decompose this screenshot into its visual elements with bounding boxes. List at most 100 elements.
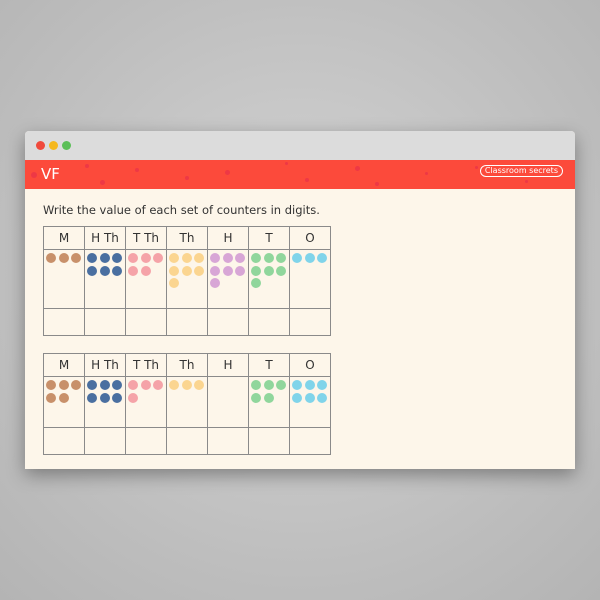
- counter-cell: [289, 249, 331, 309]
- answer-cell[interactable]: [43, 427, 85, 455]
- column-header: H Th: [84, 226, 126, 250]
- counter: [194, 253, 204, 263]
- counter-cell: [84, 376, 126, 428]
- answer-cell[interactable]: [125, 427, 167, 455]
- counter-cell: [125, 376, 167, 428]
- counter: [194, 380, 204, 390]
- counter: [128, 392, 138, 403]
- counter: [304, 380, 315, 390]
- counter-cell: [166, 376, 208, 428]
- counter: [251, 392, 261, 403]
- banner-dot-decoration: [525, 180, 528, 183]
- counter: [99, 253, 110, 263]
- answer-cell[interactable]: [43, 308, 85, 336]
- counter: [128, 380, 138, 390]
- counter: [276, 265, 286, 276]
- counter-cell: [43, 249, 85, 309]
- counter: [292, 253, 302, 263]
- counter-cell: [43, 376, 85, 428]
- counter: [276, 380, 286, 390]
- counter-cell: [289, 376, 331, 428]
- counter: [46, 380, 56, 390]
- header-banner: VF Classroom secrets: [25, 160, 575, 189]
- counter-cell: [248, 249, 290, 309]
- answer-cell[interactable]: [84, 308, 126, 336]
- counter: [128, 265, 138, 276]
- counter: [263, 265, 274, 276]
- counter: [140, 253, 151, 263]
- column-header: O: [289, 353, 331, 377]
- banner-dot-decoration: [425, 172, 428, 175]
- minimize-window-icon[interactable]: [49, 141, 58, 150]
- counter: [181, 265, 192, 276]
- answer-cell[interactable]: [166, 308, 208, 336]
- counter: [169, 380, 179, 390]
- counter: [128, 253, 138, 263]
- counter: [169, 253, 179, 263]
- counter: [194, 265, 204, 276]
- counter: [210, 265, 220, 276]
- answer-row: [43, 308, 331, 336]
- answer-cell[interactable]: [84, 427, 126, 455]
- counter-cell: [207, 376, 249, 428]
- column-header: T: [248, 226, 290, 250]
- counter: [112, 265, 122, 276]
- counter: [99, 380, 110, 390]
- banner-dot-decoration: [185, 176, 189, 180]
- counter: [235, 253, 245, 263]
- counter: [169, 265, 179, 276]
- banner-title: VF: [41, 165, 60, 183]
- counter-cell: [125, 249, 167, 309]
- counter: [251, 380, 261, 390]
- title-bar: [25, 131, 575, 160]
- counter-cell: [166, 249, 208, 309]
- maximize-window-icon[interactable]: [62, 141, 71, 150]
- close-window-icon[interactable]: [36, 141, 45, 150]
- counter: [87, 253, 97, 263]
- counters-row: [43, 376, 331, 428]
- counter: [112, 392, 122, 403]
- counter: [181, 380, 192, 390]
- counter: [71, 380, 81, 390]
- answer-cell[interactable]: [248, 427, 290, 455]
- counter: [58, 253, 69, 263]
- counter: [235, 265, 245, 276]
- counter: [263, 253, 274, 263]
- counter: [317, 253, 327, 263]
- counter: [292, 380, 302, 390]
- counter: [140, 380, 151, 390]
- counter: [251, 265, 261, 276]
- counter: [153, 380, 163, 390]
- counter: [251, 253, 261, 263]
- answer-cell[interactable]: [289, 427, 331, 455]
- answer-cell[interactable]: [289, 308, 331, 336]
- answer-cell[interactable]: [207, 308, 249, 336]
- banner-dot-decoration: [355, 166, 360, 171]
- banner-dot-decoration: [285, 162, 288, 165]
- counter-cell: [207, 249, 249, 309]
- counter: [99, 392, 110, 403]
- column-header: Th: [166, 226, 208, 250]
- counter: [153, 253, 163, 263]
- counter: [263, 392, 274, 403]
- column-header: O: [289, 226, 331, 250]
- counter: [140, 265, 151, 276]
- answer-cell[interactable]: [248, 308, 290, 336]
- counter: [112, 253, 122, 263]
- answer-cell[interactable]: [166, 427, 208, 455]
- counter: [46, 392, 56, 403]
- answer-cell[interactable]: [207, 427, 249, 455]
- answer-cell[interactable]: [125, 308, 167, 336]
- counter: [181, 253, 192, 263]
- banner-dot-decoration: [305, 178, 309, 182]
- banner-dot-decoration: [475, 166, 478, 169]
- banner-dot-decoration: [31, 172, 37, 178]
- column-header: T Th: [125, 226, 167, 250]
- banner-dot-decoration: [135, 168, 139, 172]
- column-header: M: [43, 353, 85, 377]
- classroom-secrets-logo: Classroom secrets: [479, 165, 563, 177]
- counter: [58, 380, 69, 390]
